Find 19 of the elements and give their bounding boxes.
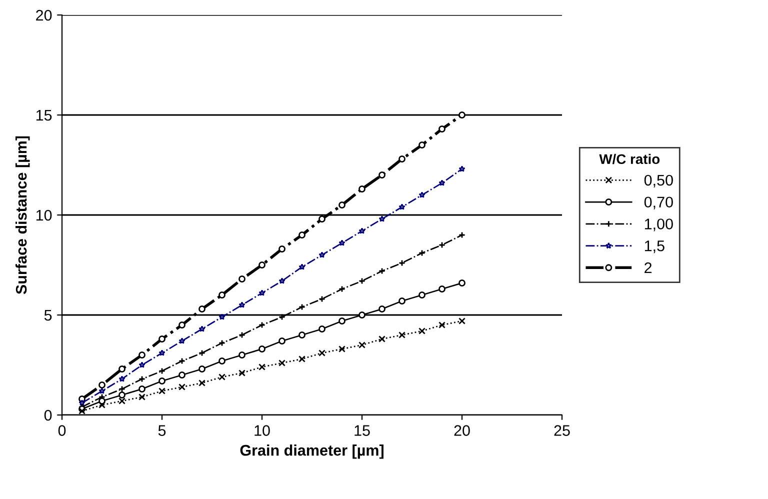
legend-label: 1,00 [644,218,673,232]
y-tick-label: 10 [36,210,52,221]
x-tick-label: 15 [354,425,370,436]
legend-title: W/C ratio [599,154,660,164]
x-tick-label: 5 [158,425,166,436]
legend-label: 1,5 [644,240,664,254]
legend-label: 0,70 [644,196,673,210]
y-tick-label: 15 [36,110,52,121]
legend-label: 0,50 [644,174,673,188]
legend-label: 2 [644,262,652,274]
y-tick-label: 20 [36,10,52,21]
y-tick-label: 5 [44,310,52,321]
y-tick-label: 0 [44,410,52,421]
x-tick-label: 10 [254,425,270,436]
x-tick-label: 25 [554,425,570,436]
x-tick-label: 20 [454,425,470,436]
y-axis-title: Surface distance [µm] [15,136,30,294]
x-axis-title: Grain diameter [µm] [240,444,384,459]
x-tick-label: 0 [58,425,66,436]
